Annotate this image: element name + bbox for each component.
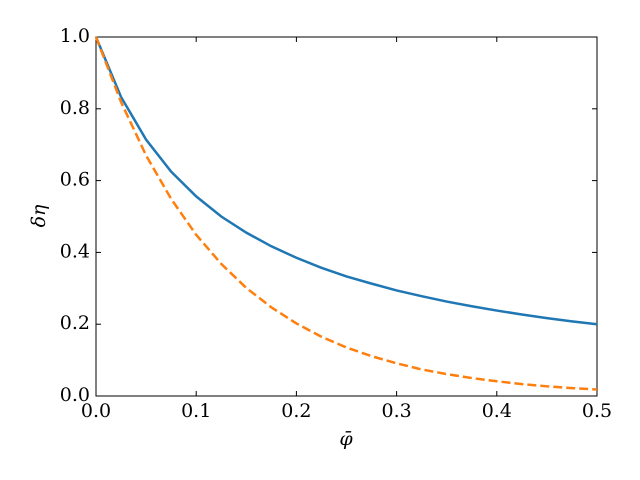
x-tick-label: 0.5	[582, 400, 612, 422]
y-tick-label: 0.8	[60, 97, 90, 119]
y-axis-label: δη	[28, 204, 50, 227]
data-line	[94, 36, 598, 391]
y-tick-label: 1.0	[60, 25, 90, 47]
x-tick-label: 0.0	[81, 400, 111, 422]
y-tick-label: 0.6	[60, 169, 90, 191]
x-axis-label: φ̄	[339, 428, 353, 450]
y-tick-label: 0.4	[60, 240, 90, 262]
data-line	[94, 36, 598, 326]
plot-frame	[95, 36, 598, 397]
x-tick-label: 0.2	[281, 400, 311, 422]
y-tick-label: 0.0	[60, 384, 90, 406]
x-tick-label: 0.1	[181, 400, 211, 422]
x-tick-label: 0.3	[381, 400, 411, 422]
x-tick-label: 0.4	[482, 400, 512, 422]
y-tick-label: 0.2	[60, 312, 90, 334]
